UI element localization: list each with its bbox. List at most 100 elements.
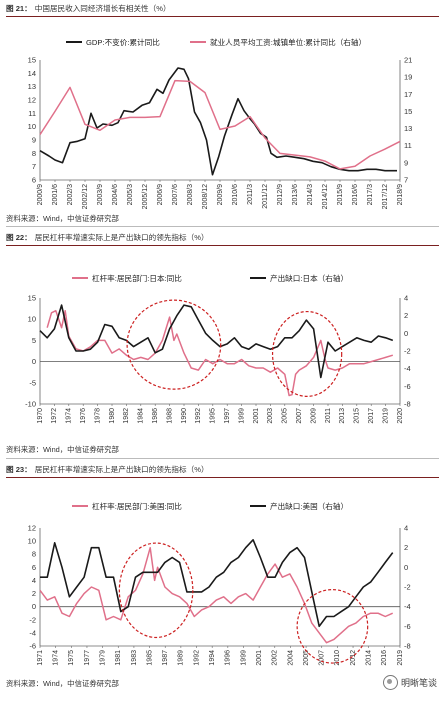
series-line xyxy=(46,309,394,397)
right-tick-label: 15 xyxy=(404,107,412,116)
x-tick-label: 1975 xyxy=(68,650,75,666)
title-rule xyxy=(6,245,439,246)
right-tick-label: 4 xyxy=(404,524,408,533)
right-tick-label: 11 xyxy=(404,141,412,150)
x-tick-label: 2005 xyxy=(282,408,289,424)
x-tick-label: 2005/12 xyxy=(142,184,149,209)
right-tick-label: 4 xyxy=(404,294,408,303)
source-note: 资料来源：Wind，中信证券研究部 xyxy=(6,214,119,223)
series-line xyxy=(40,539,394,628)
legend-label: 就业人员平均工资:城镇单位:累计同比（右轴） xyxy=(210,37,366,47)
x-tick-label: 1972 xyxy=(51,408,58,424)
x-tick-label: 2010/6 xyxy=(232,184,239,206)
right-tick-label: 13 xyxy=(404,124,412,133)
x-tick-label: 2017/3 xyxy=(367,184,374,206)
x-tick-label: 2014/3 xyxy=(307,184,314,206)
x-tick-label: 2004 xyxy=(287,650,294,666)
left-tick-label: 10 xyxy=(28,122,36,131)
right-tick-label: 0 xyxy=(404,329,408,338)
highlight-ellipse xyxy=(296,589,369,664)
left-tick-label: 2 xyxy=(32,589,36,598)
legend-label: 产出缺口:美国（右轴） xyxy=(270,501,348,511)
figure-title: 中国居民收入同经济增长有相关性（%） xyxy=(34,4,171,13)
x-tick-label: 2015 xyxy=(354,408,361,424)
right-tick-label: -8 xyxy=(404,642,411,651)
right-tick-label: -2 xyxy=(404,583,411,592)
left-tick-label: 14 xyxy=(28,69,36,78)
x-tick-label: 1983 xyxy=(131,650,138,666)
title-rule xyxy=(6,477,439,478)
x-tick-label: 1980 xyxy=(109,408,116,424)
left-tick-label: 10 xyxy=(28,537,36,546)
x-tick-label: 2007 xyxy=(296,408,303,424)
x-tick-label: 2011/3 xyxy=(247,184,254,205)
divider xyxy=(6,226,439,227)
right-tick-label: 7 xyxy=(404,176,408,185)
x-tick-label: 1974 xyxy=(66,408,73,424)
x-tick-label: 2004/6 xyxy=(112,184,119,206)
x-tick-label: 2016 xyxy=(381,650,388,666)
left-tick-label: 8 xyxy=(32,149,36,158)
x-tick-label: 2000/9 xyxy=(37,184,44,206)
right-tick-label: 2 xyxy=(404,543,408,552)
x-tick-label: 1997 xyxy=(224,408,231,424)
x-tick-label: 2010 xyxy=(334,650,341,666)
x-tick-label: 2001/6 xyxy=(52,184,59,206)
x-tick-label: 2017 xyxy=(368,408,375,424)
watermark: 明晰笔谈 xyxy=(382,675,437,690)
x-tick-label: 2002/3 xyxy=(67,184,74,206)
x-tick-label: 2006/9 xyxy=(157,184,164,206)
figure-number: 图 21： xyxy=(6,4,32,13)
left-tick-label: 15 xyxy=(28,56,36,65)
x-tick-label: 2020 xyxy=(397,408,404,424)
right-tick-label: 21 xyxy=(404,56,412,65)
chart-fig23: -6 -4 -2 0 2 4 6 8 10 12 -8 -6 -4 -2 0 2 4 1971 1974 1975 19… xyxy=(28,501,411,666)
left-tick-label: -5 xyxy=(29,378,36,387)
x-tick-label: 2012/9 xyxy=(277,184,284,206)
x-tick-label: 1994 xyxy=(209,650,216,666)
highlight-ellipse xyxy=(118,542,194,639)
x-tick-label: 2013 xyxy=(339,408,346,424)
figure-title: 居民杠杆率增速实际上是产出缺口的领先指标（%） xyxy=(34,233,209,242)
x-tick-label: 2017/12 xyxy=(382,184,389,209)
x-tick-label: 2001 xyxy=(256,650,263,666)
left-tick-label: 8 xyxy=(32,550,36,559)
left-tick-label: -2 xyxy=(29,615,36,624)
series-line xyxy=(39,67,397,176)
source-note: 资料来源：Wind，中信证券研究部 xyxy=(6,445,119,454)
left-tick-label: 15 xyxy=(28,294,36,303)
x-tick-label: 1992 xyxy=(193,650,200,666)
x-tick-label: 1979 xyxy=(99,650,106,666)
x-tick-label: 1984 xyxy=(138,408,145,424)
x-tick-label: 1985 xyxy=(146,650,153,666)
legend-label: GDP:不变价:累计同比 xyxy=(86,37,160,47)
x-tick-label: 1990 xyxy=(181,408,188,424)
x-tick-label: 2009 xyxy=(310,408,317,424)
x-tick-label: 2007 xyxy=(319,650,326,666)
x-tick-label: 2007/6 xyxy=(172,184,179,206)
x-tick-label: 1971 xyxy=(37,650,44,666)
x-tick-label: 2005/3 xyxy=(127,184,134,206)
x-tick-label: 2003/9 xyxy=(97,184,104,206)
x-tick-label: 1988 xyxy=(166,408,173,424)
right-tick-label: 2 xyxy=(404,311,408,320)
x-tick-label: 2001 xyxy=(253,408,260,424)
x-tick-label: 1982 xyxy=(123,408,130,424)
right-tick-label: -4 xyxy=(404,602,411,611)
right-tick-label: 17 xyxy=(404,90,412,99)
x-tick-label: 1987 xyxy=(162,650,169,666)
left-tick-label: 12 xyxy=(28,524,36,533)
left-tick-label: 4 xyxy=(32,576,36,585)
x-tick-label: 1970 xyxy=(37,408,44,424)
divider xyxy=(6,458,439,459)
highlight-ellipse xyxy=(271,310,343,397)
panel-title-fig21: 图 21： 中国居民收入同经济增长有相关性（%） xyxy=(6,3,171,14)
x-tick-label: 1977 xyxy=(84,650,91,666)
legend-label: 产出缺口:日本（右轴） xyxy=(270,273,348,283)
left-tick-label: 9 xyxy=(32,136,36,145)
left-tick-label: 5 xyxy=(32,336,36,345)
left-tick-label: -4 xyxy=(29,628,36,637)
series-line xyxy=(39,79,401,170)
x-tick-label: 2002/12 xyxy=(82,184,89,209)
x-tick-label: 1974 xyxy=(52,650,59,666)
